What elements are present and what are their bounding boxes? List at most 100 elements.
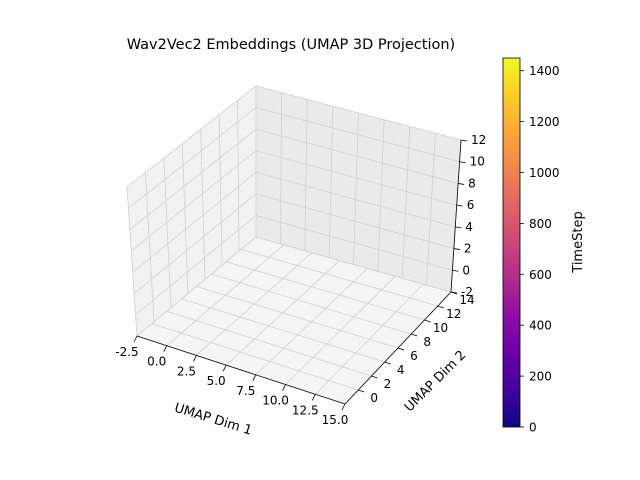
x-tick-label: -2.5 [115,345,138,359]
grid-line-z-left [129,128,257,230]
y-tick-mark [437,305,444,309]
z-axis-line [450,139,462,293]
y-tick-mark [358,389,365,393]
colorbar-ticks: 0 200 400 600 800 1000 1200 1400 [520,64,560,435]
grid-line-z-left [133,193,257,294]
y-tick-label: 12 [446,307,461,321]
grid-line-z-left [132,171,257,273]
grid-line-y-wall [279,92,283,244]
grid-line-z-back [255,236,452,293]
x-ticks: -2.5 0.0 2.5 5.0 7.5 10.012.515.0 [115,335,349,427]
grid-line-y [166,310,372,377]
z-tick-label: 8 [468,176,476,190]
grid-line-y [211,273,412,335]
grid-line-z-back [255,107,460,163]
x-tick-label: 2.5 [177,364,196,378]
x-tick-mark [252,374,257,382]
x-tick-label: 10.0 [262,394,289,408]
grid-line-z-left [136,236,257,337]
z-tick-label: 4 [465,220,473,234]
z-tick-label: 6 [467,198,475,212]
z-tick-mark [455,226,462,229]
grid-line-z-back [255,150,457,206]
grid-lines [126,85,462,405]
z-tick-mark [459,161,466,164]
grid-line-y [151,323,359,391]
grid-line-wall-vertical [237,100,240,252]
grid-line-y-wall [377,119,385,272]
grid-line-y-wall [328,106,334,258]
colorbar-gradient [502,57,521,428]
colorbar-tick-label: 600 [529,268,552,282]
colorbar-tick-label: 1000 [529,166,560,180]
y-tick-mark [397,347,405,351]
grid-line-z-back [255,193,454,249]
z-tick-mark [450,291,458,294]
x-axis-label: UMAP Dim 1 [172,401,253,439]
grid-line-y [181,298,385,363]
x-axis-line [136,335,346,405]
grid-line-z-back [255,128,459,184]
grid-line-y-wall [401,126,411,279]
grid-line-wall-vertical [181,143,189,294]
colorbar-tick-label: 800 [529,217,552,231]
x-tick-mark [311,394,316,401]
y-tick-label: 10 [433,321,448,335]
grid-line-z-left [126,85,257,188]
y-tick-mark [424,319,431,323]
z-tick-label: 2 [464,242,472,256]
z-tick-mark [452,269,459,272]
grid-line-y-wall [426,133,436,286]
z-tick-label: 0 [462,263,470,277]
grid-line-y [226,261,425,321]
grid-line-y-wall [353,112,359,265]
grid-line-wall-vertical [163,158,172,308]
colorbar-tick-label: 1200 [529,115,560,129]
y-tick-mark [384,361,391,365]
colorbar-label: TimeStep [571,211,586,273]
grid-line-z-left [128,107,257,209]
y-tick-mark [371,375,378,379]
x-tick-mark [193,355,197,362]
y-tick-label: 6 [410,349,418,363]
y-tick-label: 2 [384,377,392,391]
z-tick-label: -2 [461,285,473,299]
z-tick-mark [456,204,463,207]
colorbar-tick-label: 1400 [529,64,560,78]
z-tick-mark [453,248,460,250]
y-tick-label: 14 [459,293,474,307]
x-tick-mark [341,403,346,411]
grid-line-z-left [135,215,257,316]
grid-line-z-back [255,171,456,228]
grid-line-z-back [255,215,453,271]
grid-line-y-wall [304,99,308,251]
x-tick-mark [163,345,168,352]
z-ticks: -2 0 2 4 6 8 10 12 [450,133,486,299]
x-tick-label: 7.5 [236,384,255,398]
axes-3d: -2.50.02.55.07.510.012.515.0 02468101214… [115,85,486,439]
grid-line-y [196,286,399,349]
y-tick-mark [411,333,418,337]
grid-line-z-left [131,150,257,252]
colorbar: 0 200 400 600 800 1000 1200 1400 TimeStep [502,57,586,435]
y-tick-label: 4 [397,363,405,377]
y-tick-label: 0 [370,391,378,405]
z-tick-mark [458,183,465,185]
x-tick-mark [133,335,138,343]
x-tick-mark [282,384,286,391]
z-tick-label: 10 [470,155,485,169]
colorbar-tick-label: 200 [529,370,552,384]
z-tick-mark [460,139,468,142]
grid-line-wall-vertical [145,172,155,322]
chart-title: Wav2Vec2 Embeddings (UMAP 3D Projection) [127,37,455,53]
x-tick-label: 15.0 [322,413,349,427]
grid-line-wall-vertical [218,114,223,266]
z-tick-label: 12 [471,133,486,147]
x-tick-label: 5.0 [207,374,226,388]
x-tick-label: 0.0 [147,355,166,369]
x-tick-mark [222,364,227,372]
grid-line-wall-vertical [126,186,138,337]
grid-line-z-back [255,85,462,141]
